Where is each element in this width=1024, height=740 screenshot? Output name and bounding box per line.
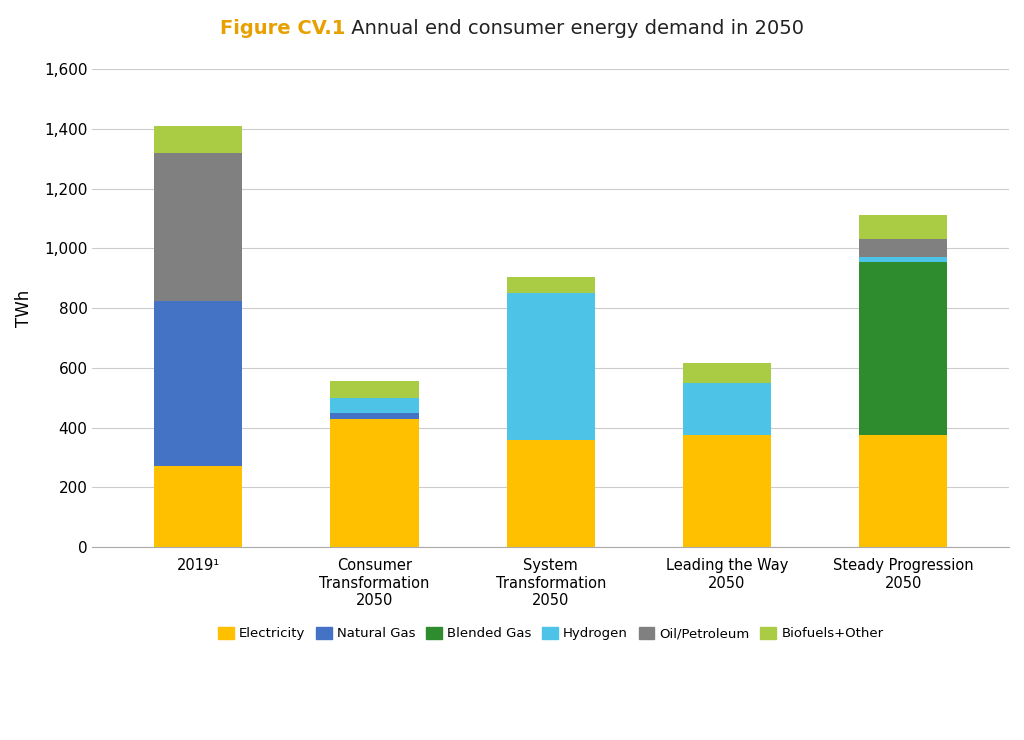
Bar bbox=[507, 293, 595, 440]
Bar bbox=[331, 419, 419, 547]
Bar bbox=[859, 215, 947, 239]
Text: Figure CV.1: Figure CV.1 bbox=[220, 18, 345, 38]
Bar bbox=[331, 381, 419, 397]
Bar bbox=[683, 363, 771, 383]
Bar bbox=[859, 258, 947, 262]
Bar bbox=[155, 126, 243, 152]
Bar bbox=[507, 440, 595, 547]
Bar bbox=[331, 413, 419, 419]
Bar bbox=[155, 152, 243, 300]
Bar bbox=[859, 239, 947, 258]
Y-axis label: TWh: TWh bbox=[15, 289, 33, 326]
Text: Annual end consumer energy demand in 2050: Annual end consumer energy demand in 205… bbox=[345, 18, 804, 38]
Bar bbox=[507, 277, 595, 293]
Bar bbox=[155, 466, 243, 547]
Bar bbox=[155, 300, 243, 466]
Bar bbox=[859, 262, 947, 435]
Bar bbox=[331, 397, 419, 413]
Bar bbox=[683, 383, 771, 435]
Bar bbox=[859, 435, 947, 547]
Legend: Electricity, Natural Gas, Blended Gas, Hydrogen, Oil/Petroleum, Biofuels+Other: Electricity, Natural Gas, Blended Gas, H… bbox=[213, 622, 889, 645]
Bar bbox=[683, 435, 771, 547]
